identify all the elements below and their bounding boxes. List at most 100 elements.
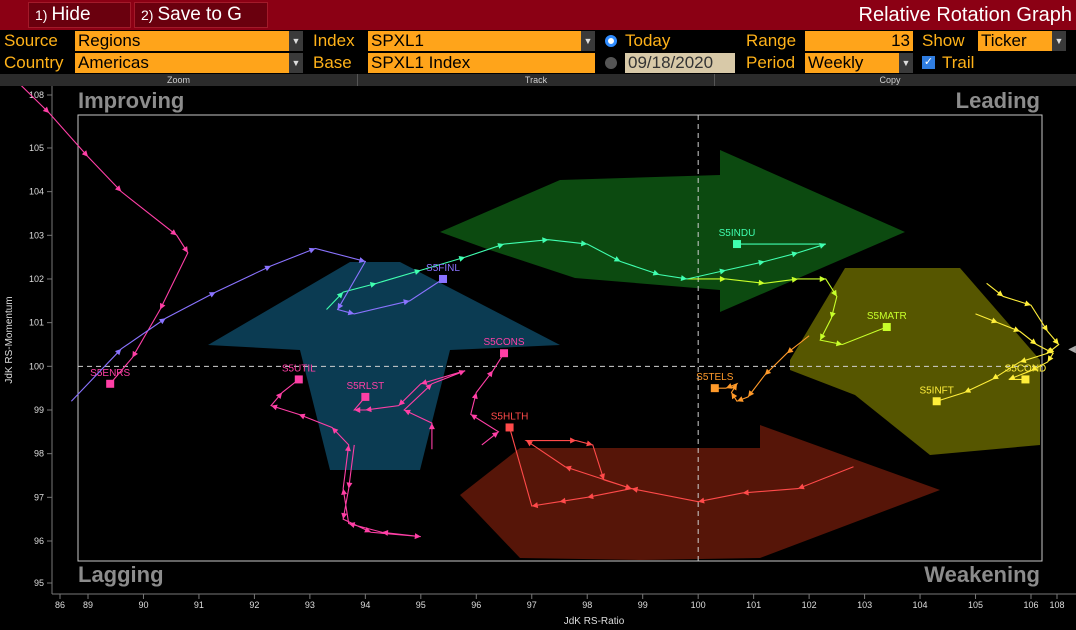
trail-arrow-marker xyxy=(791,251,799,258)
trail-checkbox[interactable]: ✓ xyxy=(922,56,935,69)
strip-divider xyxy=(357,74,358,86)
trail-arrow-marker xyxy=(344,444,351,452)
trail-arrow-marker xyxy=(798,483,805,490)
trail-s5rlst[interactable]: S5RLST xyxy=(346,370,466,450)
y-tick-label: 97 xyxy=(34,492,44,502)
trail-s5cons[interactable]: S5CONS xyxy=(470,337,525,446)
trail-s5matr[interactable]: S5MATR xyxy=(687,275,907,347)
trail-s5cond[interactable]: S5COND xyxy=(975,313,1054,384)
trail-arrow-marker xyxy=(996,290,1004,297)
trail-arrow-marker xyxy=(758,279,765,286)
trail-s5inft[interactable]: S5INFT xyxy=(919,282,1060,406)
trail-arrow-marker xyxy=(404,409,411,416)
trail-arrow-marker xyxy=(348,522,356,528)
x-tick-label: 108 xyxy=(1049,600,1064,610)
trail-arrow-marker xyxy=(1029,338,1037,345)
country-label: Country xyxy=(4,53,64,72)
trail-arrow-marker xyxy=(42,106,50,114)
current-position-marker[interactable] xyxy=(106,379,115,388)
ticker-label: S5ENRS xyxy=(90,368,130,379)
range-input[interactable]: 13 xyxy=(805,31,913,51)
trail-s5finl[interactable]: S5FINL xyxy=(70,247,460,402)
trail-arrow-marker xyxy=(624,483,632,490)
base-label: Base xyxy=(313,53,352,72)
trail-arrow-marker xyxy=(991,317,998,324)
trail-arrow-marker xyxy=(182,246,188,253)
panel-resize-icon[interactable]: ◀ xyxy=(1068,344,1076,355)
base-value: SPXL1 Index xyxy=(371,53,471,72)
current-position-marker[interactable] xyxy=(1021,375,1030,384)
chevron-down-icon[interactable]: ▼ xyxy=(1052,31,1066,51)
x-tick-label: 102 xyxy=(802,600,817,610)
country-dropdown[interactable]: Americas ▼ xyxy=(75,53,303,73)
base-input[interactable]: SPXL1 Index xyxy=(368,53,595,73)
trail-arrow-marker xyxy=(458,370,466,376)
trail-s5util[interactable]: S5UTIL xyxy=(270,363,421,540)
trail-s5enrs[interactable]: S5ENRS xyxy=(0,86,189,388)
hide-button-number: 1) xyxy=(35,7,48,23)
current-position-marker[interactable] xyxy=(505,423,514,432)
today-radio[interactable] xyxy=(605,35,617,47)
copy-tab[interactable]: Copy xyxy=(879,75,901,85)
zoom-tab[interactable]: Zoom xyxy=(166,75,190,85)
x-tick-label: 97 xyxy=(527,600,537,610)
trail-s5hlth[interactable]: S5HLTH xyxy=(491,411,854,509)
trail-arrow-marker xyxy=(403,299,410,306)
chevron-down-icon[interactable]: ▼ xyxy=(289,31,303,51)
x-tick-label: 95 xyxy=(416,600,426,610)
trail-label: Trail xyxy=(942,53,975,72)
trail-arrow-marker xyxy=(425,383,432,391)
trail-arrow-marker xyxy=(599,473,605,480)
track-tab[interactable]: Track xyxy=(524,75,548,85)
chevron-down-icon[interactable]: ▼ xyxy=(899,53,913,73)
leading-arrow-decoration xyxy=(440,150,905,312)
current-position-marker[interactable] xyxy=(294,375,303,384)
trail-arrow-marker xyxy=(819,242,826,249)
date-input[interactable]: 09/18/2020 xyxy=(625,53,735,73)
current-position-marker[interactable] xyxy=(882,323,891,332)
current-position-marker[interactable] xyxy=(439,274,448,283)
hide-button[interactable]: 1) Hide xyxy=(28,2,131,28)
y-tick-label: 104 xyxy=(29,187,44,197)
quadrant-label-lagging: Lagging xyxy=(78,562,164,587)
trail-arrow-marker xyxy=(992,373,999,380)
trail-s5indu[interactable]: S5INDU xyxy=(326,228,826,310)
trail-arrow-marker xyxy=(114,348,122,356)
x-tick-label: 89 xyxy=(83,600,93,610)
index-value: SPXL1 xyxy=(371,31,424,50)
ticker-label: S5TELS xyxy=(696,372,734,383)
trail-arrow-marker xyxy=(791,276,799,283)
trail-arrow-marker xyxy=(337,302,344,310)
trail-arrow-marker xyxy=(132,350,138,358)
current-position-marker[interactable] xyxy=(732,240,741,249)
quadrant-label-weakening: Weakening xyxy=(924,562,1040,587)
current-position-marker[interactable] xyxy=(500,349,509,358)
show-dropdown[interactable]: Ticker ▼ xyxy=(978,31,1066,51)
trail-arrow-marker xyxy=(764,368,772,376)
x-tick-label: 94 xyxy=(360,600,370,610)
trail-arrow-marker xyxy=(341,512,348,520)
chevron-down-icon[interactable]: ▼ xyxy=(581,31,595,51)
current-position-marker[interactable] xyxy=(932,397,941,406)
trail-arrow-marker xyxy=(358,257,366,263)
rrg-chart[interactable]: Improving Leading Lagging Weakening JdK … xyxy=(0,86,1076,630)
current-position-marker[interactable] xyxy=(710,384,719,393)
trail-arrow-marker xyxy=(308,247,316,254)
trail-arrow-marker xyxy=(580,240,588,247)
chevron-down-icon[interactable]: ▼ xyxy=(289,53,303,73)
trail-arrow-marker xyxy=(114,185,122,192)
trail-s5tels[interactable]: S5TELS xyxy=(696,335,810,402)
ticker-label: S5INFT xyxy=(919,385,953,396)
trail-arrow-marker xyxy=(829,311,836,319)
index-dropdown[interactable]: SPXL1 ▼ xyxy=(368,31,595,51)
today-label: Today xyxy=(625,31,671,50)
save-button[interactable]: 2) Save to G xyxy=(134,2,268,28)
trail-arrow-marker xyxy=(365,406,372,413)
current-position-marker[interactable] xyxy=(361,392,370,401)
y-tick-label: 105 xyxy=(29,143,44,153)
trail-arrow-marker xyxy=(531,502,539,509)
period-dropdown[interactable]: Weekly ▼ xyxy=(805,53,913,73)
source-dropdown[interactable]: Regions ▼ xyxy=(75,31,303,51)
ticker-label: S5FINL xyxy=(426,263,460,274)
date-radio[interactable] xyxy=(605,57,617,69)
